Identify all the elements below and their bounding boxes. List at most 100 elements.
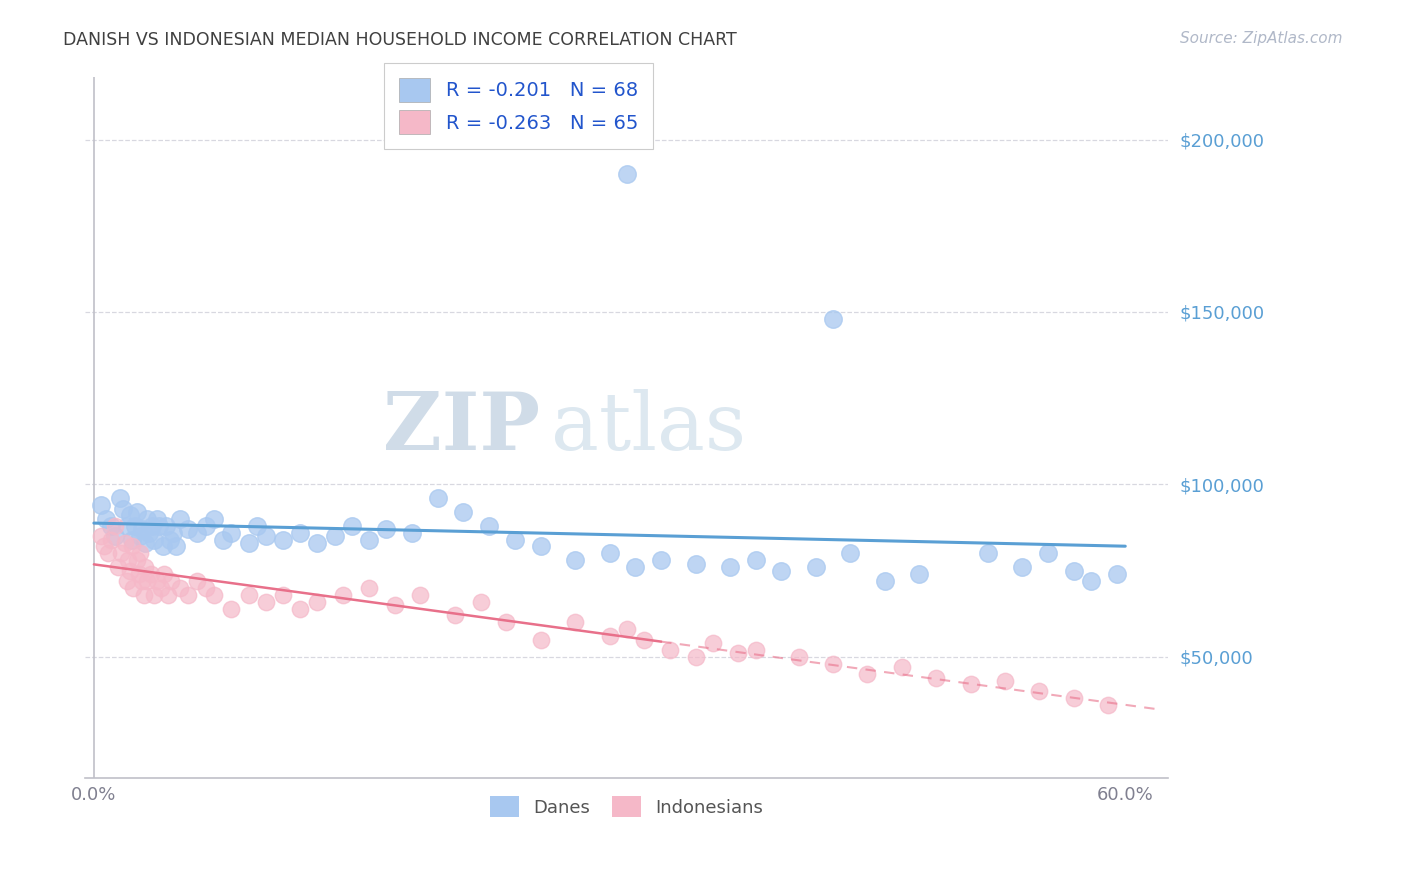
Point bbox=[357, 581, 380, 595]
Point bbox=[152, 540, 174, 554]
Point bbox=[1011, 560, 1033, 574]
Point bbox=[1080, 574, 1102, 588]
Point bbox=[186, 574, 208, 588]
Point bbox=[453, 505, 475, 519]
Point bbox=[323, 529, 346, 543]
Point bbox=[134, 536, 156, 550]
Point bbox=[616, 622, 638, 636]
Point bbox=[288, 525, 311, 540]
Point bbox=[616, 167, 638, 181]
Point bbox=[246, 518, 269, 533]
Point bbox=[821, 657, 844, 671]
Point bbox=[122, 581, 145, 595]
Point bbox=[959, 677, 981, 691]
Point bbox=[149, 581, 172, 595]
Point bbox=[117, 553, 139, 567]
Point bbox=[375, 522, 398, 536]
Point bbox=[685, 649, 707, 664]
Point bbox=[162, 525, 184, 540]
Point bbox=[238, 536, 260, 550]
Point bbox=[744, 553, 766, 567]
Point bbox=[128, 567, 150, 582]
Point bbox=[146, 574, 169, 588]
Point bbox=[121, 540, 143, 554]
Point bbox=[94, 512, 117, 526]
Point bbox=[112, 501, 135, 516]
Point bbox=[718, 560, 741, 574]
Point bbox=[107, 560, 129, 574]
Point bbox=[169, 512, 191, 526]
Point bbox=[254, 529, 277, 543]
Legend: Danes, Indonesians: Danes, Indonesians bbox=[484, 789, 770, 824]
Point bbox=[108, 491, 131, 506]
Point bbox=[1105, 567, 1128, 582]
Point bbox=[221, 601, 243, 615]
Point bbox=[114, 536, 136, 550]
Point bbox=[143, 533, 166, 547]
Point bbox=[221, 525, 243, 540]
Text: Source: ZipAtlas.com: Source: ZipAtlas.com bbox=[1180, 31, 1343, 46]
Point bbox=[143, 588, 166, 602]
Point bbox=[125, 505, 148, 519]
Point bbox=[103, 529, 125, 543]
Point bbox=[1036, 546, 1059, 560]
Point bbox=[103, 518, 125, 533]
Point bbox=[727, 647, 749, 661]
Point bbox=[994, 673, 1017, 688]
Point bbox=[118, 508, 141, 523]
Point bbox=[97, 546, 120, 560]
Point bbox=[211, 533, 233, 547]
Point bbox=[90, 498, 112, 512]
Point bbox=[141, 518, 163, 533]
Point bbox=[155, 518, 177, 533]
Text: atlas: atlas bbox=[551, 389, 747, 467]
Point bbox=[426, 491, 449, 506]
Point bbox=[288, 601, 311, 615]
Point bbox=[787, 649, 810, 664]
Point bbox=[1028, 684, 1050, 698]
Point bbox=[271, 588, 294, 602]
Point bbox=[159, 533, 181, 547]
Point bbox=[821, 311, 844, 326]
Point bbox=[444, 608, 467, 623]
Point bbox=[702, 636, 724, 650]
Point bbox=[169, 581, 191, 595]
Text: ZIP: ZIP bbox=[382, 389, 540, 467]
Point bbox=[177, 588, 200, 602]
Point bbox=[136, 574, 159, 588]
Point bbox=[925, 671, 948, 685]
Point bbox=[1063, 564, 1085, 578]
Point bbox=[100, 533, 122, 547]
Point bbox=[503, 533, 526, 547]
Point bbox=[478, 518, 501, 533]
Point bbox=[100, 518, 122, 533]
Point bbox=[139, 567, 162, 582]
Point bbox=[890, 660, 912, 674]
Point bbox=[564, 553, 586, 567]
Point bbox=[125, 553, 148, 567]
Point bbox=[110, 546, 132, 560]
Point bbox=[194, 581, 217, 595]
Point bbox=[340, 518, 363, 533]
Point bbox=[131, 574, 153, 588]
Point bbox=[307, 536, 329, 550]
Point bbox=[115, 574, 138, 588]
Point bbox=[202, 512, 225, 526]
Point bbox=[115, 518, 138, 533]
Point bbox=[156, 588, 179, 602]
Point bbox=[160, 574, 183, 588]
Point bbox=[129, 546, 152, 560]
Point bbox=[804, 560, 827, 574]
Point bbox=[384, 598, 406, 612]
Point bbox=[90, 529, 112, 543]
Point bbox=[1063, 691, 1085, 706]
Point bbox=[599, 629, 621, 643]
Point bbox=[271, 533, 294, 547]
Point bbox=[153, 567, 176, 582]
Point bbox=[908, 567, 931, 582]
Point bbox=[138, 525, 160, 540]
Point bbox=[624, 560, 647, 574]
Point bbox=[357, 533, 380, 547]
Point bbox=[129, 529, 152, 543]
Point bbox=[401, 525, 423, 540]
